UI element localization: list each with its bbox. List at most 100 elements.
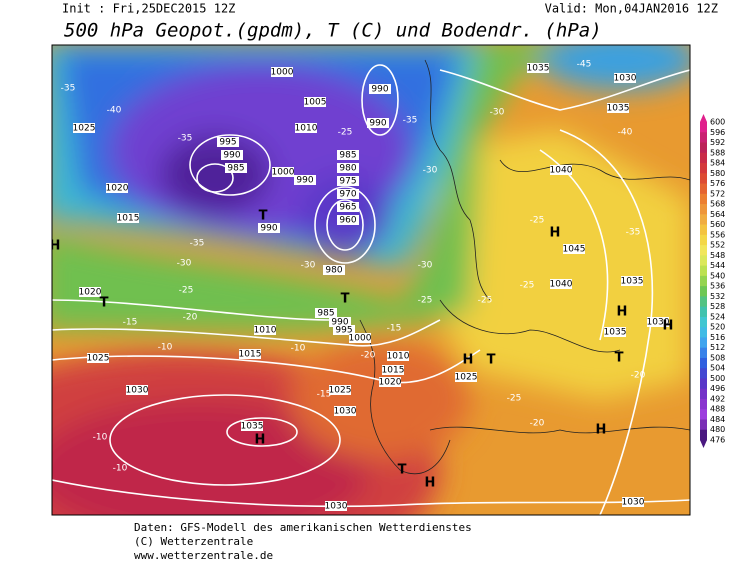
colorbar-swatch [700,357,707,369]
colorbar-label: 572 [710,189,725,198]
pressure-center: H [255,433,266,448]
colorbar: 6005965925885845805765725685645605565525… [700,114,725,448]
colorbar-swatch [700,337,707,349]
isobar-label: 990 [371,85,388,95]
isobar-label-box [258,223,280,233]
isobar-label: 1000 [272,168,295,178]
temperature-label: -10 [93,433,108,443]
isobar-label-box [217,137,239,147]
colorbar-bottom-arrow [700,440,707,448]
colorbar-label: 568 [710,200,725,209]
isobar-label-box [323,265,345,275]
isobar-label-box [126,385,148,395]
colorbar-label: 484 [710,415,725,424]
isobar-label: 985 [339,151,356,161]
colorbar-label: 488 [710,405,725,414]
colorbar-label: 540 [710,271,725,280]
colorbar-swatch [700,142,707,154]
colorbar-swatch [700,204,707,215]
coastlines [359,59,690,475]
isobar-label: 1030 [126,386,149,396]
isobar-label-box [337,189,359,199]
isobar-label: 1020 [106,184,129,194]
colorbar-swatch [700,152,707,164]
isobar-label: 1040 [550,280,573,290]
temperature-label: -20 [361,351,376,361]
isobar-label: 985 [227,164,244,174]
isobar-label-box [117,213,139,223]
colorbar-label: 532 [710,292,725,301]
colorbar-label: 476 [710,436,725,445]
colorbar-swatch [700,234,707,246]
isobar-label-box [379,377,401,387]
pressure-center: T [615,351,624,366]
isobar-label-box [73,123,95,133]
isobar-label: 980 [325,266,342,276]
isobar-label-box [550,279,572,289]
colorbar-label: 500 [710,374,725,383]
map-area: 1025 1020 1015 1020 1025 1030 1035 1000 1005 1010… [52,45,690,515]
isobar-label: 985 [317,309,334,319]
isobar-label: 1040 [550,166,573,176]
temperature-label: -35 [61,84,76,94]
colorbar-label: 544 [710,261,725,270]
colorbar-label: 576 [710,179,725,188]
isobar-label-box [79,287,101,297]
colorbar-label: 536 [710,282,725,291]
colorbar-swatch [700,265,707,277]
isobar-label-box [271,67,293,77]
colorbar-label: 584 [710,159,725,168]
colorbar-label: 528 [710,302,725,311]
temperature-label: -40 [107,106,122,116]
isobar-label: 990 [296,176,313,186]
isobar-label-box [337,202,359,212]
colorbar-swatch [700,388,707,400]
temperature-label: -15 [123,318,138,328]
pressure-center: T [487,353,496,368]
map-labels: 1025 1020 1015 1020 1025 1030 1035 1000 1005 1010… [52,60,673,512]
colorbar-label: 524 [710,312,725,321]
temperature-label: -35 [178,134,193,144]
isobar-label-box [304,97,326,107]
isobar-label: 1035 [607,104,630,114]
temperature-label: -35 [626,228,641,238]
temperature-label: -35 [403,116,418,126]
isobar-label-box [337,163,359,173]
isobar-label-box [241,421,263,431]
colorbar-swatch [700,255,707,267]
footer-line: www.wetterzentrale.de [134,549,273,562]
isobar-label-box [349,333,371,343]
isobar-label-box [325,501,347,511]
isobar-label: 1035 [527,64,550,74]
colorbar-swatch [700,163,707,174]
colorbar-swatch [700,306,707,318]
isobar-label: 960 [339,216,356,226]
isobar-label-box [622,497,644,507]
isobar-label-box [315,308,337,318]
colorbar-swatch [700,275,707,287]
isobar-label: 1015 [239,350,262,360]
isobar-label-box [621,276,643,286]
isobar-label: 1000 [271,68,294,78]
isobar-label: 1030 [622,498,645,508]
isobar-label: 1035 [604,328,627,338]
isobar-label-box [604,327,626,337]
pressure-center: H [425,476,436,491]
colorbar-label: 504 [710,364,725,373]
isobar-label: 1025 [73,124,96,134]
isobar-label: 1015 [117,214,140,224]
colorbar-label: 556 [710,230,725,239]
temperature-label: -30 [423,166,438,176]
pressure-center: T [259,209,268,224]
colorbar-swatch [700,183,707,195]
pressure-center: H [617,305,628,320]
isobar-label: 1035 [241,422,264,432]
colorbar-swatch [700,245,707,256]
map-frame [51,44,691,516]
map-title: 500 hPa Geopot.(gpdm), T (C) und Bodendr… [64,20,602,42]
temperature-label: -40 [618,128,633,138]
temperature-label: -10 [291,344,306,354]
isobar-label-box [239,349,261,359]
isobar-label-box [337,150,359,160]
footer-line: (C) Wetterzentrale [134,535,253,548]
